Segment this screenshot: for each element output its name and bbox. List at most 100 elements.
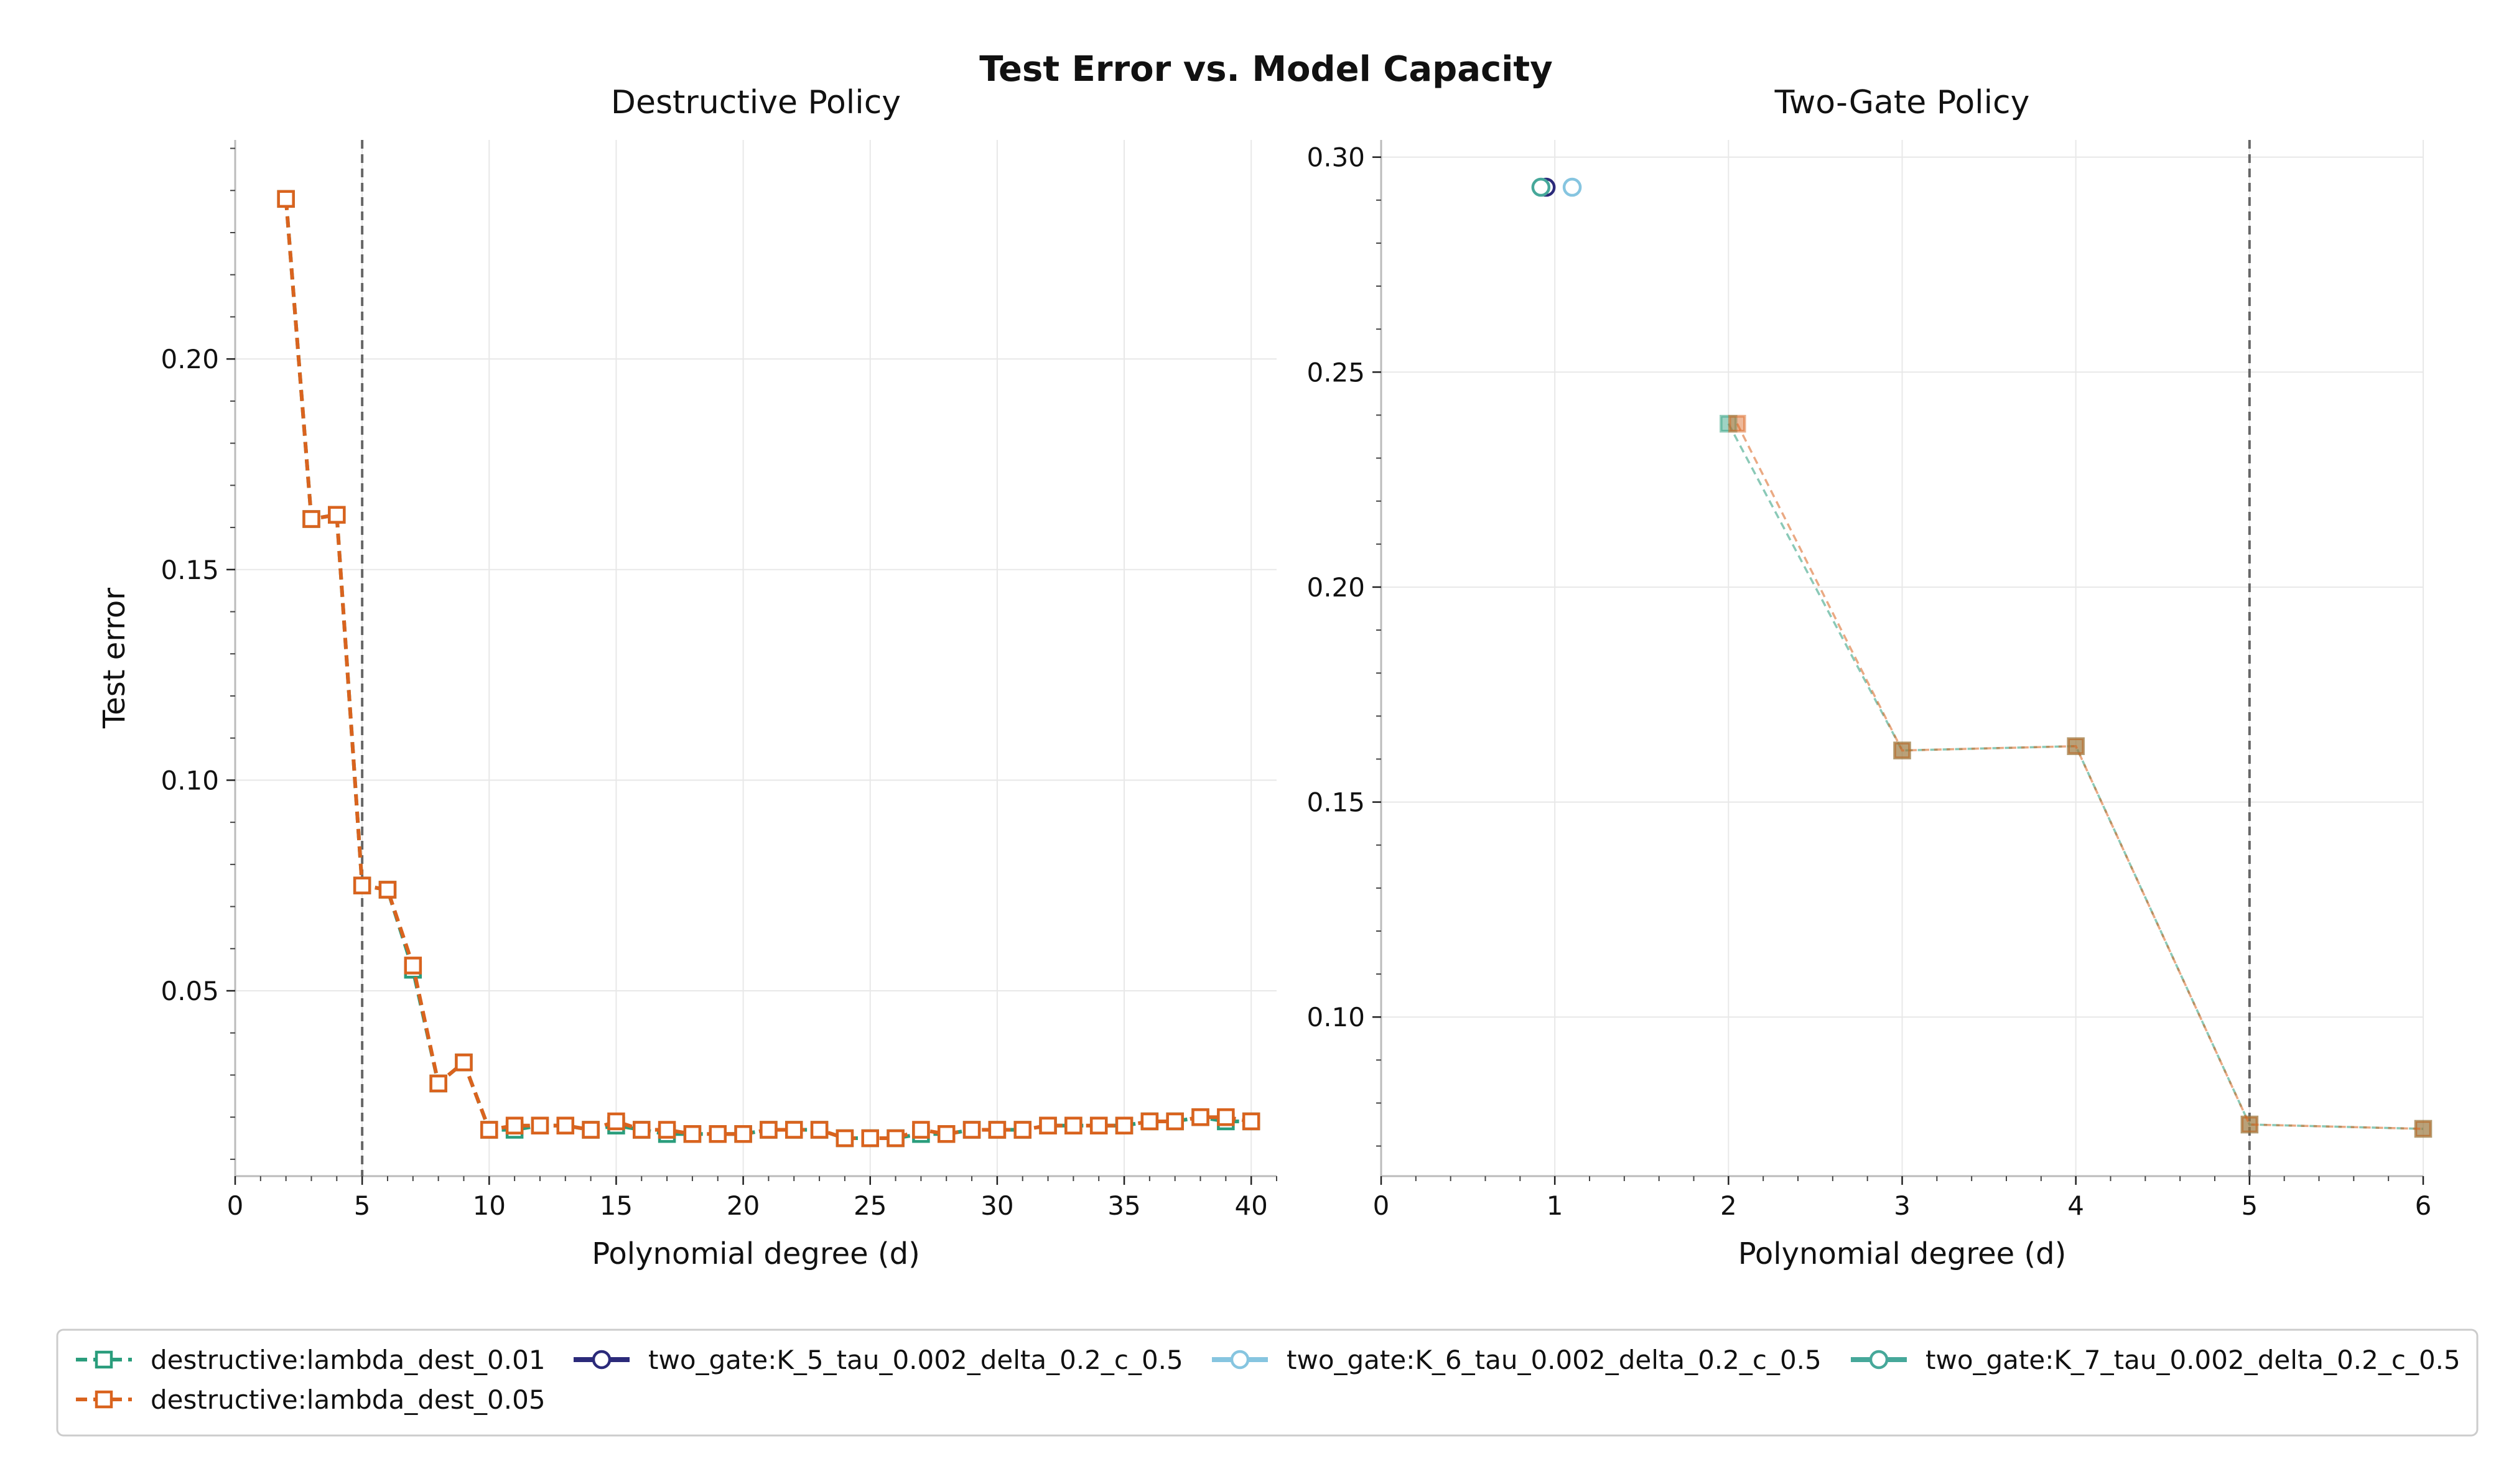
data-point xyxy=(1039,1116,1057,1134)
data-point xyxy=(607,1112,625,1131)
legend-marker xyxy=(95,1390,113,1409)
y-tick-label: 0.10 xyxy=(1306,1002,1365,1032)
legend-label: destructive:lambda_dest_0.01 xyxy=(151,1345,546,1375)
series-line xyxy=(1736,423,2424,1130)
data-point xyxy=(328,506,346,524)
series-dest_005 xyxy=(1728,414,2433,1138)
series-dest_001 xyxy=(277,190,1260,1148)
data-point xyxy=(912,1121,930,1139)
y-tick-label: 0.20 xyxy=(1306,572,1365,603)
data-point xyxy=(480,1121,498,1139)
legend-label: two_gate:K_6_tau_0.002_delta_0.2_c_0.5 xyxy=(1287,1345,1822,1375)
x-tick-label: 30 xyxy=(980,1190,1013,1221)
legend-marker xyxy=(1869,1350,1889,1370)
data-point xyxy=(1893,741,1911,759)
legend-entry: two_gate:K_7_tau_0.002_delta_0.2_c_0.5 xyxy=(1851,1345,2461,1375)
data-point xyxy=(1013,1121,1031,1139)
x-tick-label: 2 xyxy=(1720,1190,1737,1221)
data-point xyxy=(429,1074,447,1093)
series-dest_005 xyxy=(277,190,1260,1148)
series-K7 xyxy=(1531,177,1551,197)
legend-entry: destructive:lambda_dest_0.05 xyxy=(76,1384,546,1415)
data-point xyxy=(1166,1112,1184,1131)
data-point xyxy=(810,1121,829,1139)
x-tick-label: 5 xyxy=(354,1190,371,1221)
legend-entry: destructive:lambda_dest_0.01 xyxy=(76,1345,546,1375)
data-point xyxy=(734,1125,752,1143)
data-point xyxy=(709,1125,727,1143)
x-tick-label: 5 xyxy=(2241,1190,2258,1221)
data-point xyxy=(2414,1120,2433,1138)
right-chart: 0 1 2 3 4 5 6 0.10 0.15 0.20 0.25 0.30 Two-Gate Poli… xyxy=(1306,84,2433,1271)
data-point xyxy=(2067,737,2085,755)
data-point xyxy=(277,190,295,208)
legend-label: two_gate:K_5_tau_0.002_delta_0.2_c_0.5 xyxy=(648,1345,1183,1375)
legend-marker xyxy=(95,1350,113,1369)
data-point xyxy=(1728,414,1746,433)
data-point xyxy=(2240,1115,2259,1134)
y-tick-label: 0.20 xyxy=(161,344,219,374)
data-point xyxy=(1191,1108,1209,1126)
data-point xyxy=(1089,1116,1108,1134)
data-point xyxy=(378,881,397,899)
series-K6 xyxy=(1562,177,1582,197)
x-tick-label: 6 xyxy=(2415,1190,2432,1221)
data-point xyxy=(531,1116,549,1134)
x-tick-label: 20 xyxy=(727,1190,760,1221)
left-chart: 0 5 10 15 20 25 30 35 40 0.05 0.10 0.15 0.20 Destruct… xyxy=(97,84,1277,1271)
x-tick-label: 15 xyxy=(600,1190,633,1221)
legend-entry: two_gate:K_6_tau_0.002_delta_0.2_c_0.5 xyxy=(1212,1345,1822,1375)
chart-title: Two-Gate Policy xyxy=(1774,84,2030,121)
legend: destructive:lambda_dest_0.01 two_gate:K_5… xyxy=(56,1329,2479,1437)
legend-entry: two_gate:K_5_tau_0.002_delta_0.2_c_0.5 xyxy=(574,1345,1183,1375)
data-point xyxy=(404,957,422,975)
chart-title: Destructive Policy xyxy=(611,84,901,121)
data-point xyxy=(683,1125,702,1143)
series-line xyxy=(284,198,1252,1140)
data-point xyxy=(988,1121,1007,1139)
data-point xyxy=(937,1125,956,1143)
x-axis-label: Polynomial degree (d) xyxy=(592,1236,920,1271)
y-tick-label: 0.15 xyxy=(1306,787,1365,818)
data-point xyxy=(658,1121,676,1139)
data-point xyxy=(760,1121,778,1139)
data-point xyxy=(1115,1116,1134,1134)
x-tick-label: 3 xyxy=(1894,1190,1911,1221)
series-line xyxy=(284,198,1252,1140)
y-tick-label: 0.25 xyxy=(1306,357,1365,387)
data-point xyxy=(353,876,371,894)
data-point xyxy=(582,1121,600,1139)
data-point xyxy=(887,1129,905,1148)
data-point xyxy=(1064,1116,1083,1134)
data-point xyxy=(302,510,320,528)
x-tick-label: 10 xyxy=(473,1190,506,1221)
legend-label: two_gate:K_7_tau_0.002_delta_0.2_c_0.5 xyxy=(1925,1345,2461,1375)
data-point xyxy=(455,1053,473,1072)
y-tick-label: 0.05 xyxy=(161,976,219,1006)
x-tick-label: 1 xyxy=(1547,1190,1563,1221)
y-tick-label: 0.10 xyxy=(161,765,219,795)
legend-label: destructive:lambda_dest_0.05 xyxy=(151,1384,546,1415)
data-point xyxy=(861,1129,879,1148)
x-tick-label: 0 xyxy=(227,1190,244,1221)
y-tick-label: 0.15 xyxy=(161,555,219,585)
x-tick-label: 25 xyxy=(854,1190,887,1221)
figure-title: Test Error vs. Model Capacity xyxy=(979,49,1552,90)
x-tick-label: 4 xyxy=(2067,1190,2084,1221)
data-point xyxy=(962,1121,981,1139)
data-point xyxy=(1242,1112,1260,1131)
data-point xyxy=(556,1116,575,1134)
data-point xyxy=(1140,1112,1159,1131)
x-tick-label: 35 xyxy=(1107,1190,1140,1221)
data-point xyxy=(1217,1108,1235,1126)
y-axis-label: Test error xyxy=(97,588,132,729)
legend-marker xyxy=(1230,1350,1250,1370)
data-point xyxy=(1531,177,1551,197)
x-tick-label: 0 xyxy=(1373,1190,1390,1221)
data-point xyxy=(1562,177,1582,197)
x-tick-label: 40 xyxy=(1234,1190,1267,1221)
x-axis-label: Polynomial degree (d) xyxy=(1738,1236,2067,1271)
y-tick-label: 0.30 xyxy=(1306,142,1365,173)
data-point xyxy=(785,1121,803,1139)
